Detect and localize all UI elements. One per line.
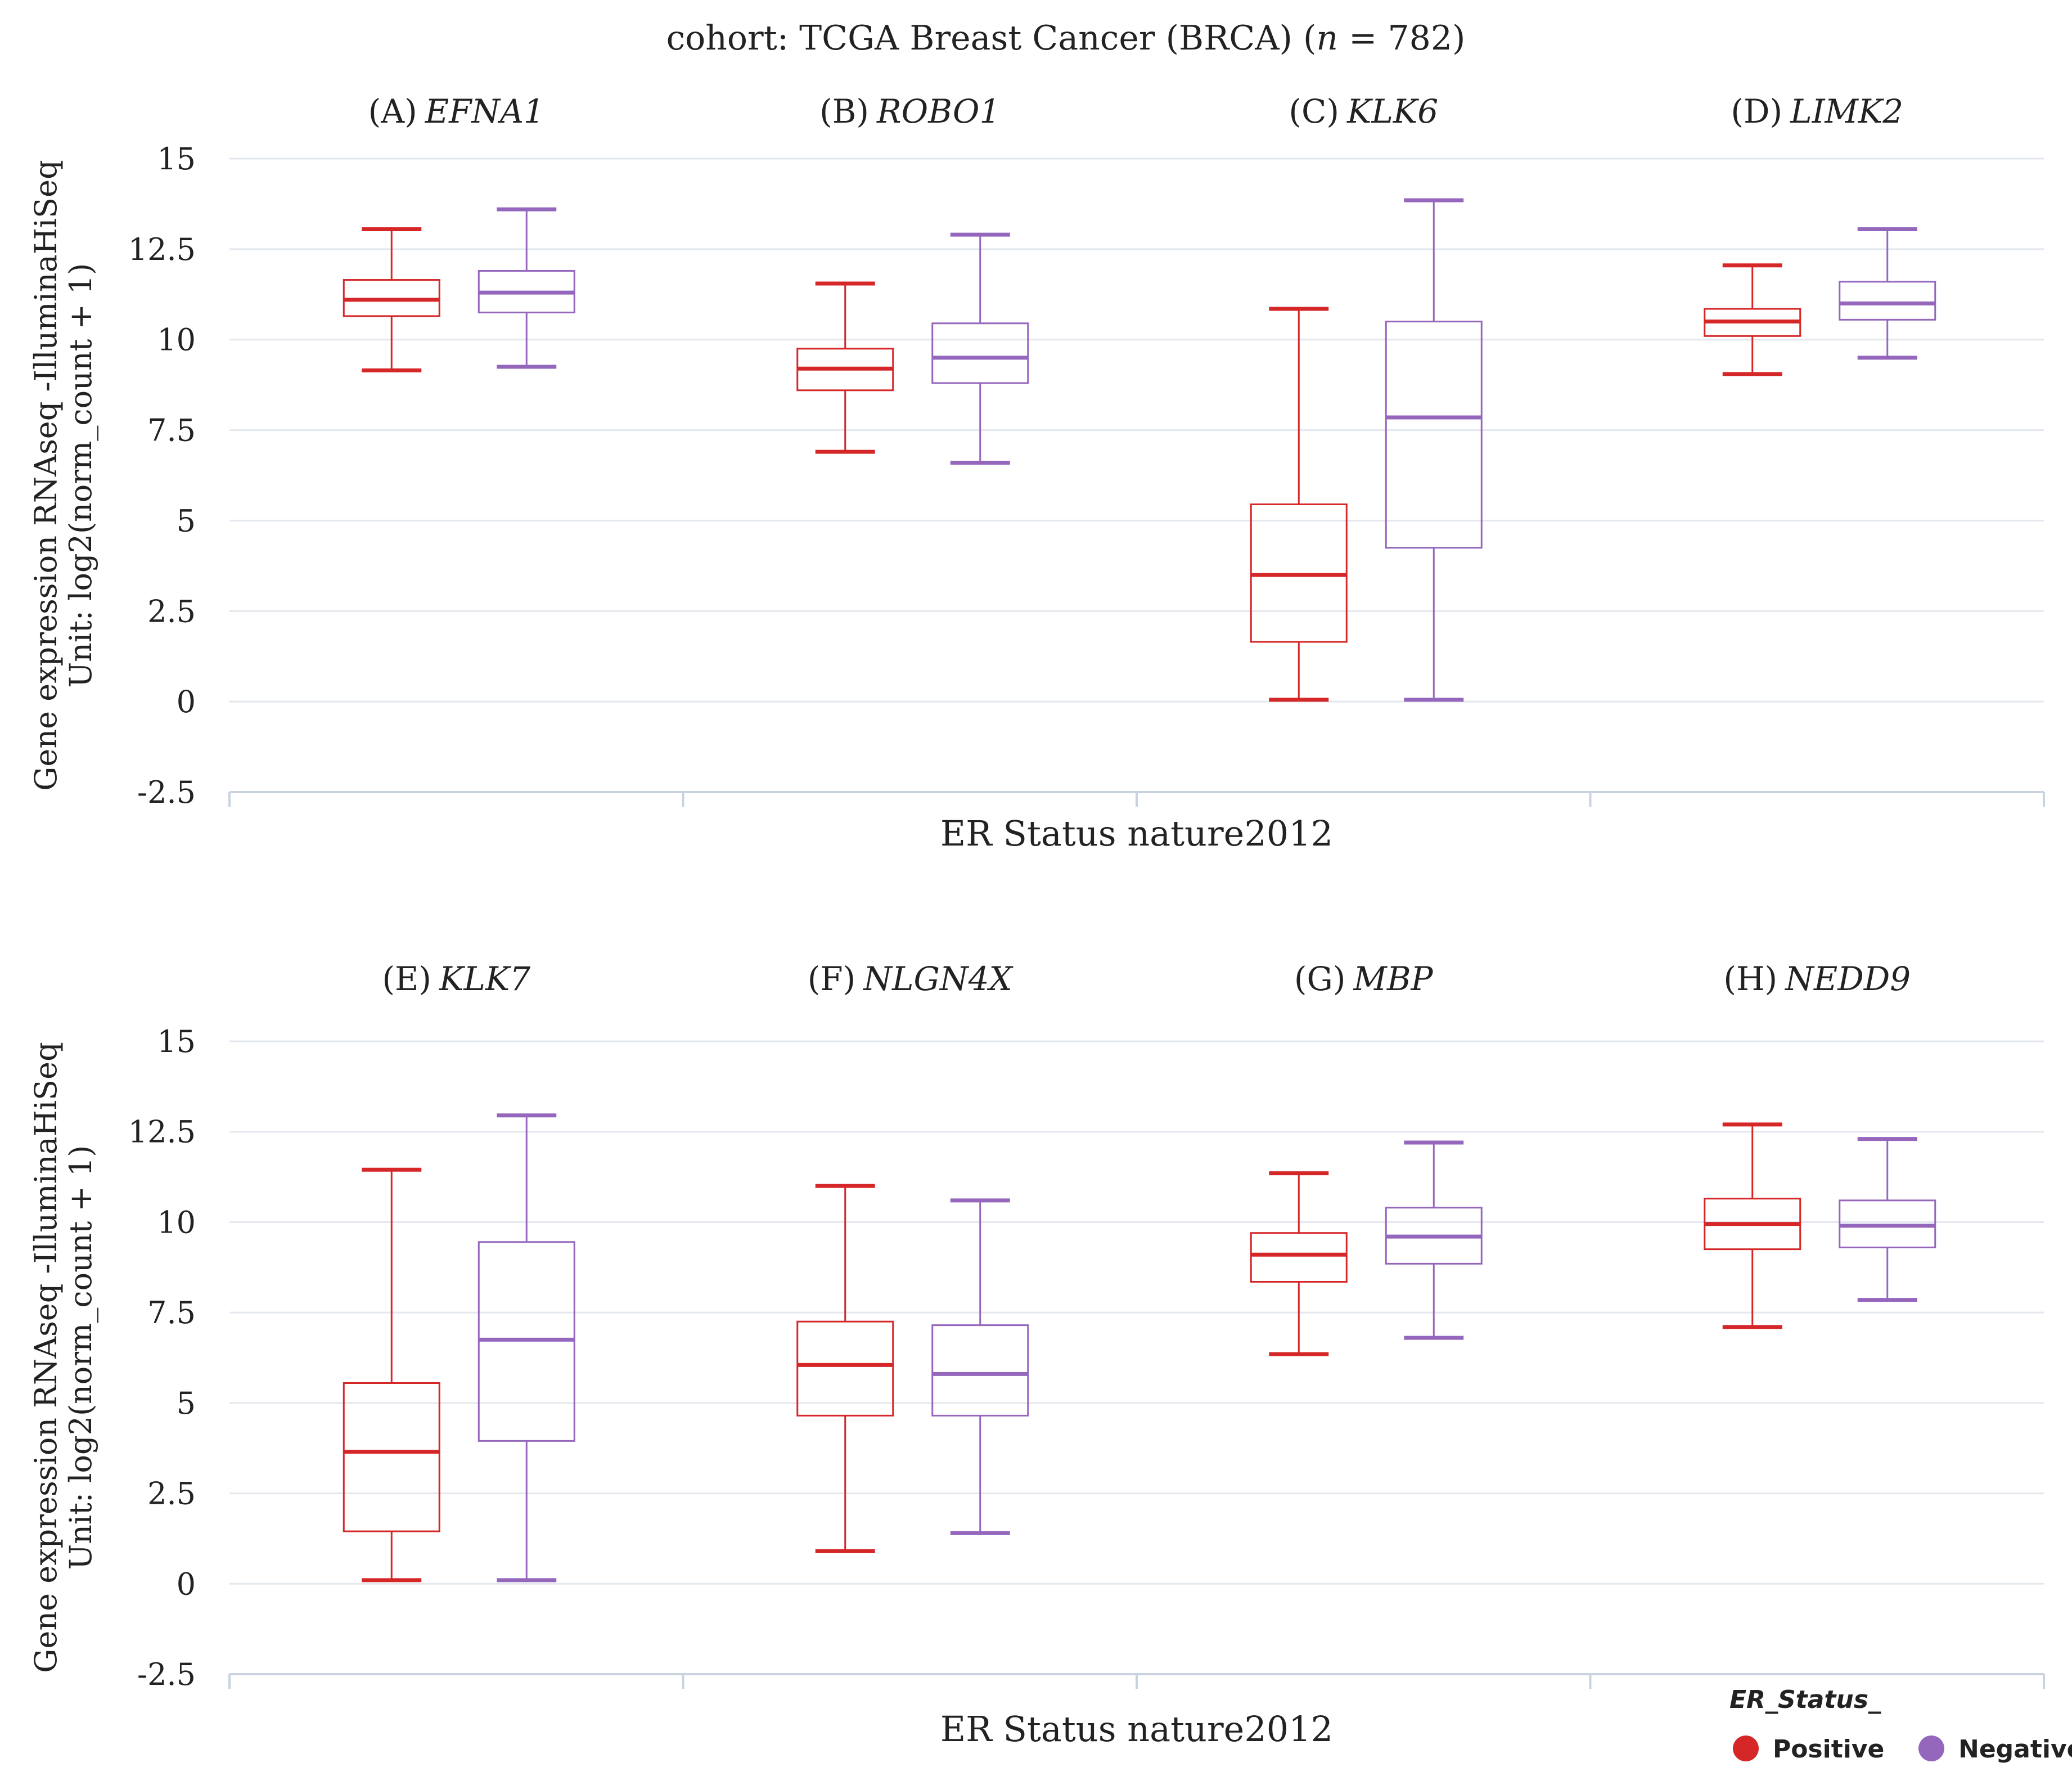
y-tick-label: -2.5: [137, 775, 196, 810]
panel-gene: NEDD9: [1784, 960, 1911, 998]
panel-title: (A) EFNA1: [368, 92, 544, 131]
panel-title: (D) LIMK2: [1731, 92, 1903, 131]
box-positive: [1704, 1122, 1801, 1329]
panel-gene: NLGN4X: [862, 960, 1014, 998]
panel-letter: (D): [1731, 92, 1782, 131]
panel-title: (B) ROBO1: [819, 92, 1000, 131]
box-negative: [478, 207, 575, 369]
box-iqr: [931, 1324, 1029, 1417]
y-tick-label: 5: [177, 1386, 196, 1421]
panel-gene: LIMK2: [1790, 92, 1903, 131]
y-tick-label: 10: [157, 322, 196, 358]
box-positive: [343, 227, 440, 372]
panel-title: (G) MBP: [1294, 960, 1434, 998]
panel-letter: (B): [819, 92, 869, 131]
panel-letter: (C): [1289, 92, 1339, 131]
panel-gene: ROBO1: [876, 92, 1000, 131]
legend-title: ER_Status_: [1729, 1685, 1881, 1714]
panel-gene: KLK7: [439, 960, 530, 998]
y-tick-label: -2.5: [137, 1657, 196, 1692]
box-positive: [343, 1167, 440, 1582]
y-tick-label: 0: [177, 684, 196, 720]
box-negative: [931, 1198, 1029, 1535]
y-tick-label: 7.5: [147, 1295, 196, 1330]
box-positive: [1704, 263, 1801, 376]
y-tick-label: 5: [177, 503, 196, 538]
y-tick-label: 15: [157, 141, 196, 177]
legend-positive-label: Positive: [1773, 1735, 1884, 1764]
x-axis-label: ER Status nature2012: [940, 1708, 1333, 1750]
legend-negative-marker: [1918, 1735, 1944, 1761]
title-n-value: = 782): [1338, 19, 1465, 58]
panel-title: (F) NLGN4X: [808, 960, 1014, 998]
figure-title: cohort: TCGA Breast Cancer (BRCA) (n = 7…: [666, 19, 1466, 58]
legend-positive-marker: [1733, 1735, 1759, 1761]
box-negative: [478, 1113, 575, 1582]
y-tick-label: 0: [177, 1566, 196, 1602]
y-tick-label: 12.5: [128, 1114, 196, 1150]
box-negative: [1839, 227, 1936, 360]
y-tick-label: 12.5: [128, 232, 196, 267]
legend: ER_Status_ Positive Negative: [1729, 1685, 2072, 1764]
y-tick-label: 7.5: [147, 413, 196, 448]
y-axis-label: Gene expression RNAseq -IlluminaHiSeqUni…: [28, 1042, 98, 1672]
legend-negative-label: Negative: [1958, 1735, 2072, 1764]
box-positive: [1250, 307, 1348, 702]
box-iqr: [1839, 281, 1936, 321]
panel-title: (H) NEDD9: [1723, 960, 1911, 998]
y-tick-label: 15: [157, 1024, 196, 1059]
chart-bottom: -2.5 0 2.5 5 7.5 10 12.5 15 ER Status nature2012…: [28, 960, 2045, 1750]
box-positive: [796, 1184, 894, 1553]
panel-gene: MBP: [1353, 960, 1434, 998]
y-axis-label-line: Unit: log2(norm_count + 1): [63, 263, 98, 688]
box-iqr: [1385, 321, 1483, 549]
box-iqr: [343, 1382, 440, 1532]
box-positive: [1250, 1171, 1348, 1356]
panel-letter: (H): [1723, 960, 1777, 998]
panel-letter: (E): [382, 960, 431, 998]
title-n-symbol: n: [1316, 19, 1338, 58]
panel-title: (E) KLK7: [382, 960, 530, 998]
box-iqr: [1250, 1232, 1348, 1283]
x-axis-label: ER Status nature2012: [940, 813, 1333, 854]
box-negative: [1385, 1140, 1483, 1340]
panel-letter: (F): [808, 960, 856, 998]
panel-title: (C) KLK6: [1289, 92, 1438, 131]
panel-letter: (G): [1294, 960, 1346, 998]
box-positive: [796, 281, 894, 454]
box-negative: [1839, 1137, 1936, 1302]
panel-gene: EFNA1: [425, 92, 544, 131]
y-axis-label: Gene expression RNAseq -IlluminaHiSeqUni…: [28, 160, 98, 790]
y-axis-label-line: Gene expression RNAseq -IlluminaHiSeq: [28, 160, 64, 790]
y-tick-label: 2.5: [147, 594, 196, 629]
title-prefix: cohort: TCGA Breast Cancer (BRCA) (: [666, 19, 1317, 58]
box-iqr: [796, 1320, 894, 1417]
box-iqr: [931, 322, 1029, 384]
panel-gene: KLK6: [1346, 92, 1438, 131]
y-tick-label: 2.5: [147, 1476, 196, 1512]
y-axis-label-line: Gene expression RNAseq -IlluminaHiSeq: [28, 1042, 64, 1672]
box-negative: [1385, 198, 1483, 702]
y-axis-label-line: Unit: log2(norm_count + 1): [63, 1145, 98, 1570]
box-negative: [931, 232, 1029, 465]
chart-top: -2.5 0 2.5 5 7.5 10 12.5 15 ER Status nature2012…: [28, 92, 2045, 854]
y-tick-label: 10: [157, 1204, 196, 1240]
panel-letter: (A): [368, 92, 417, 131]
